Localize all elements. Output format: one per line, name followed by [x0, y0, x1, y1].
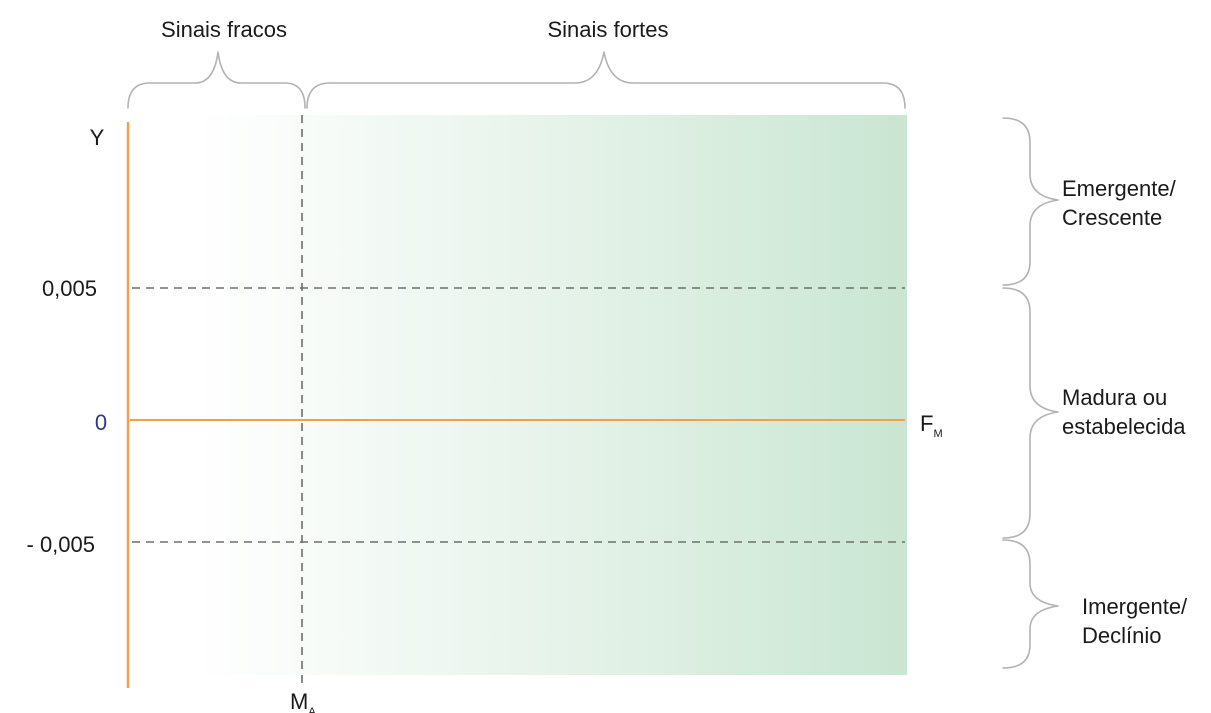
- y-tick-zero: 0: [95, 410, 107, 435]
- divider-label: MA: [290, 689, 316, 713]
- x-axis-label: FM: [920, 411, 943, 440]
- zone-mature-label: Madura ou estabelecida: [1062, 385, 1186, 439]
- emergent-zone-brace: [1002, 117, 1059, 286]
- weak-signals-brace: [127, 51, 306, 109]
- zone-declining-label: Imergente/ Declínio: [1082, 594, 1193, 648]
- signal-strength-field: [192, 115, 907, 675]
- y-tick-lower: - 0,005: [27, 532, 96, 557]
- weak-signals-label: Sinais fracos: [161, 17, 287, 42]
- strong-signals-brace: [306, 51, 906, 109]
- strong-signals-label: Sinais fortes: [547, 17, 668, 42]
- y-tick-upper: 0,005: [42, 276, 97, 301]
- zone-emergent-label: Emergente/ Crescente: [1062, 176, 1182, 230]
- y-axis-label: Y: [90, 125, 105, 150]
- declining-zone-brace: [1002, 539, 1059, 669]
- mature-zone-brace: [1002, 287, 1059, 539]
